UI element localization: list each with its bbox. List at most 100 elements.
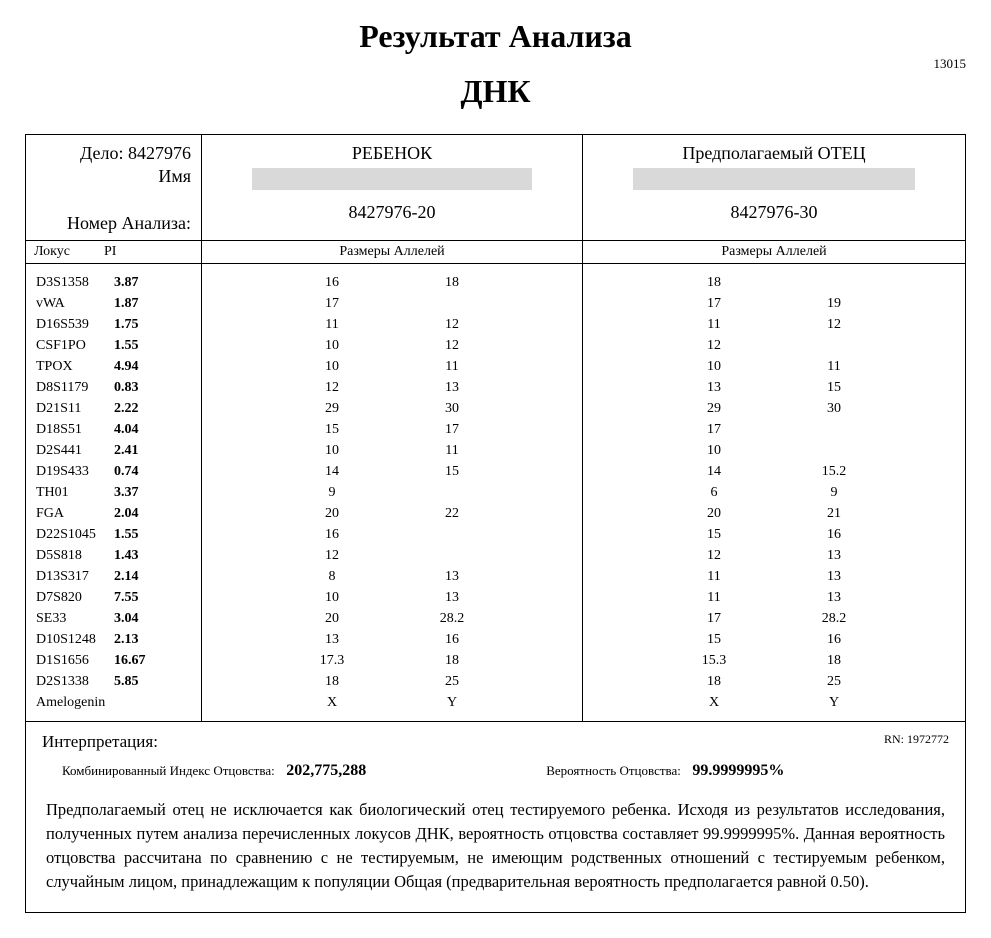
- table-row: vWA1.87: [36, 293, 193, 314]
- allele-2: 11: [392, 356, 512, 377]
- allele-2: [392, 524, 512, 545]
- document-number: 13015: [934, 56, 967, 72]
- father-name-redacted: [633, 168, 915, 190]
- father-allele-row: 1415.2: [583, 461, 965, 482]
- locus-name: D1S1656: [36, 650, 114, 671]
- allele-1: 11: [654, 314, 774, 335]
- allele-2: [774, 419, 894, 440]
- table-row: SE333.04: [36, 608, 193, 629]
- child-allele-row: 1517: [202, 419, 582, 440]
- father-allele-row: 1315: [583, 377, 965, 398]
- child-allele-row: 813: [202, 566, 582, 587]
- allele-1: 17: [654, 293, 774, 314]
- table-row: FGA2.04: [36, 503, 193, 524]
- allele-1: 20: [272, 503, 392, 524]
- allele-2: 9: [774, 482, 894, 503]
- pi-value: 16.67: [114, 650, 146, 671]
- child-allele-row: 17: [202, 293, 582, 314]
- allele-1: 10: [272, 356, 392, 377]
- allele-2: 28.2: [392, 608, 512, 629]
- allele-1: 29: [272, 398, 392, 419]
- locus-name: D7S820: [36, 587, 114, 608]
- allele-2: 12: [392, 335, 512, 356]
- child-allele-column: 1618171112101210111213293015171011141592…: [202, 264, 582, 721]
- pi-value: 0.83: [114, 377, 139, 398]
- allele-1: 9: [272, 482, 392, 503]
- child-allele-row: 1415: [202, 461, 582, 482]
- father-allele-row: 12: [583, 335, 965, 356]
- father-allele-row: 1113: [583, 587, 965, 608]
- table-row: CSF1PO1.55: [36, 335, 193, 356]
- allele-2: Y: [392, 692, 512, 713]
- locus-name: D13S317: [36, 566, 114, 587]
- allele-1: 20: [272, 608, 392, 629]
- allele-1: 10: [654, 440, 774, 461]
- child-allele-row: XY: [202, 692, 582, 713]
- child-allele-row: 2028.2: [202, 608, 582, 629]
- allele-2: 19: [774, 293, 894, 314]
- pi-value: 2.13: [114, 629, 139, 650]
- header-grid: Дело: 8427976 Имя Номер Анализа: РЕБЕНОК…: [26, 135, 965, 241]
- allele-2: [392, 293, 512, 314]
- allele-1: 16: [272, 524, 392, 545]
- table-row: D5S8181.43: [36, 545, 193, 566]
- table-row: D8S11790.83: [36, 377, 193, 398]
- child-allele-row: 1825: [202, 671, 582, 692]
- allele-1: 11: [272, 314, 392, 335]
- pi-value: 3.37: [114, 482, 139, 503]
- allele-1: 6: [654, 482, 774, 503]
- father-allele-row: 1825: [583, 671, 965, 692]
- allele-2: 18: [392, 650, 512, 671]
- locus-name: TPOX: [36, 356, 114, 377]
- allele-2: Y: [774, 692, 894, 713]
- father-alleles-header: Размеры Аллелей: [583, 241, 965, 263]
- allele-2: 11: [774, 356, 894, 377]
- allele-1: 15: [272, 419, 392, 440]
- allele-1: 10: [272, 587, 392, 608]
- locus-name: D10S1248: [36, 629, 114, 650]
- locus-name: D16S539: [36, 314, 114, 335]
- child-allele-row: 17.318: [202, 650, 582, 671]
- father-allele-row: 10: [583, 440, 965, 461]
- allele-2: 16: [774, 524, 894, 545]
- allele-2: 13: [392, 566, 512, 587]
- analysis-label: Номер Анализа:: [36, 213, 191, 234]
- stats-row: Комбинированный Индекс Отцовства: 202,77…: [42, 762, 949, 780]
- allele-2: 16: [392, 629, 512, 650]
- locus-name: D22S1045: [36, 524, 114, 545]
- allele-2: 18: [774, 650, 894, 671]
- allele-1: 17: [654, 419, 774, 440]
- locus-header: Локус: [34, 244, 104, 260]
- table-row: D16S5391.75: [36, 314, 193, 335]
- father-allele-row: 1516: [583, 524, 965, 545]
- table-row: D1S165616.67: [36, 650, 193, 671]
- father-allele-row: 2930: [583, 398, 965, 419]
- father-allele-row: 1113: [583, 566, 965, 587]
- table-row: D2S4412.41: [36, 440, 193, 461]
- locus-name: D18S51: [36, 419, 114, 440]
- father-allele-column: 18171911121210111315293017101415.2692021…: [583, 264, 965, 721]
- table-row: D19S4330.74: [36, 461, 193, 482]
- allele-2: 15.2: [774, 461, 894, 482]
- father-allele-row: 18: [583, 272, 965, 293]
- allele-1: 12: [654, 335, 774, 356]
- father-column-header: Предполагаемый ОТЕЦ 8427976-30: [583, 135, 965, 240]
- locus-name: FGA: [36, 503, 114, 524]
- child-analysis-number: 8427976-20: [212, 202, 572, 223]
- father-allele-row: 69: [583, 482, 965, 503]
- allele-2: 30: [774, 398, 894, 419]
- allele-1: 20: [654, 503, 774, 524]
- father-allele-row: 1516: [583, 629, 965, 650]
- father-allele-row: XY: [583, 692, 965, 713]
- locus-name: Amelogenin: [36, 692, 114, 713]
- pi-value: 1.43: [114, 545, 139, 566]
- locus-name: D3S1358: [36, 272, 114, 293]
- report-frame: Дело: 8427976 Имя Номер Анализа: РЕБЕНОК…: [25, 134, 966, 913]
- table-row: D21S112.22: [36, 398, 193, 419]
- pi-value: 2.14: [114, 566, 139, 587]
- table-row: TH013.37: [36, 482, 193, 503]
- prob-value: 99.9999995%: [692, 762, 784, 779]
- locus-column: D3S13583.87vWA1.87D16S5391.75CSF1PO1.55T…: [26, 264, 201, 721]
- locus-name: CSF1PO: [36, 335, 114, 356]
- allele-1: 12: [272, 545, 392, 566]
